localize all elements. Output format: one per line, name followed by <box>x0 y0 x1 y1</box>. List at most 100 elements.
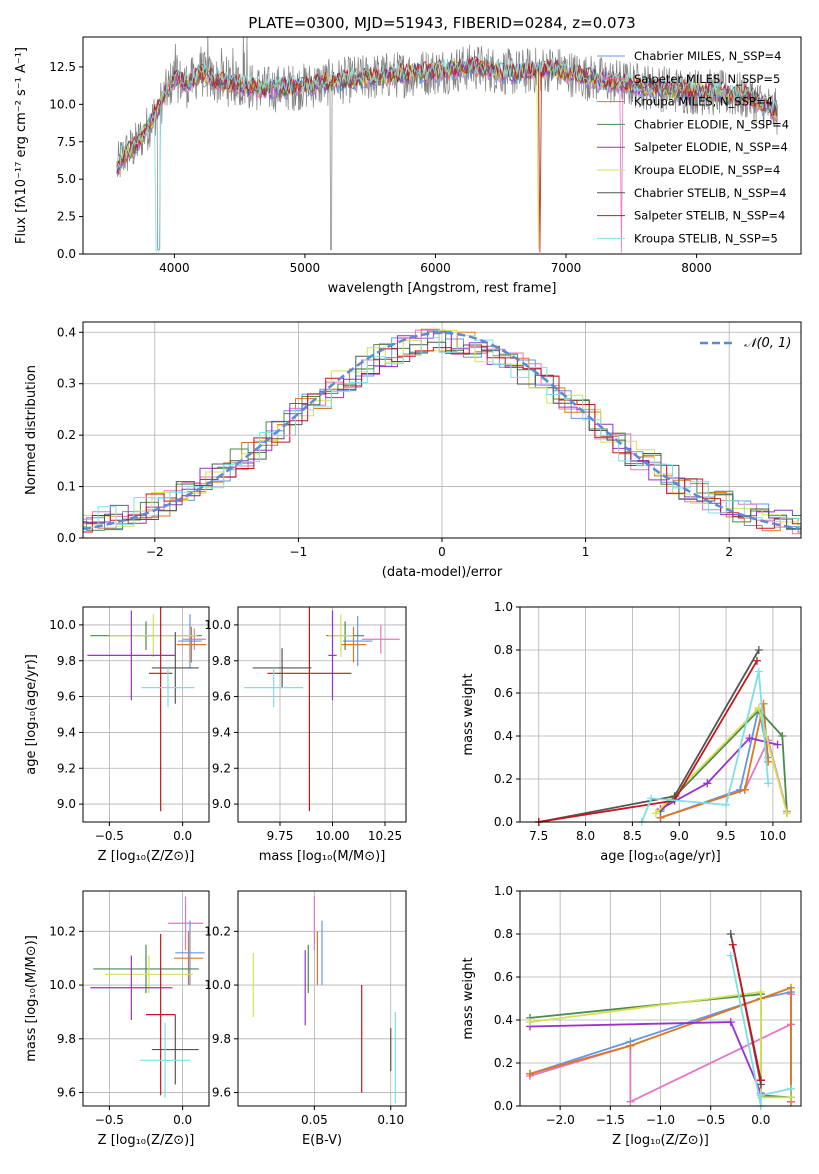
plot-frame <box>237 606 407 823</box>
massweight-line <box>660 737 778 810</box>
y-tick-label: 0.6 <box>494 686 513 700</box>
legend-label: Kroupa MILES, N_SSP=4 <box>634 95 773 109</box>
y-tick-label: 1.0 <box>494 884 513 898</box>
x-tick-label: 9.5 <box>717 829 736 843</box>
plus-marker <box>786 1093 795 1102</box>
y-tick-label: 9.6 <box>212 1086 231 1100</box>
plus-marker <box>782 809 791 818</box>
massweight-line <box>731 944 762 1081</box>
plus-marker <box>756 988 765 997</box>
residual-histogram <box>83 329 801 530</box>
x-tick-label: 7000 <box>551 261 582 275</box>
y-tick-label: 9.6 <box>57 690 76 704</box>
y-tick-label: 9.2 <box>212 761 231 775</box>
x-tick-label: 0.0 <box>173 1113 192 1127</box>
legend-label: 𝒩(0, 1) <box>744 336 791 351</box>
x-tick-label: −0.5 <box>95 829 124 843</box>
y-tick-label: 0.4 <box>57 325 76 339</box>
y-tick-label: 0.0 <box>57 247 76 261</box>
y-axis-label: mass weight <box>461 673 476 755</box>
spectrum-plot-area <box>116 37 778 253</box>
x-tick-label: 8.5 <box>623 829 642 843</box>
plus-marker <box>726 951 735 960</box>
x-tick-label: 0.0 <box>751 1113 770 1127</box>
y-tick-label: 0.4 <box>494 1013 513 1027</box>
legend-label: Chabrier ELODIE, N_SSP=4 <box>634 117 789 131</box>
x-axis-label: age [log₁₀(age/yr)] <box>600 849 721 864</box>
legend-label: Chabrier MILES, N_SSP=4 <box>634 49 781 63</box>
legend-label: Salpeter STELIB, N_SSP=4 <box>634 209 785 223</box>
plus-marker <box>728 940 737 949</box>
y-tick-label: 0.2 <box>57 428 76 442</box>
plus-marker <box>756 1091 765 1100</box>
y-tick-label: 2.5 <box>57 210 76 224</box>
plus-marker <box>703 779 712 788</box>
x-tick-label: 2 <box>725 545 733 559</box>
y-tick-label: 9.6 <box>212 690 231 704</box>
x-axis-label: (data-model)/error <box>382 565 503 580</box>
y-axis-label: mass weight <box>461 957 476 1039</box>
residual-histogram <box>83 328 801 533</box>
x-tick-label: 0.0 <box>173 829 192 843</box>
plus-marker <box>773 740 782 749</box>
x-tick-label: 0.05 <box>301 1113 328 1127</box>
plus-marker <box>754 667 763 676</box>
x-tick-label: −1 <box>290 545 308 559</box>
x-tick-label: 1 <box>582 545 590 559</box>
plot-frame <box>519 606 802 823</box>
plus-marker <box>526 1069 535 1078</box>
spectrum-title: PLATE=0300, MJD=51943, FIBERID=0284, z=0… <box>248 14 635 32</box>
plot-frame <box>82 606 210 823</box>
massweight-line <box>729 955 792 1107</box>
age-vs-mass-panel: 9.75 10.00 10.25 9.0 9.2 9.4 9.6 9.8 10.0 mass [l… <box>204 606 407 864</box>
residual-plot-area <box>83 328 801 535</box>
y-tick-label: 0.8 <box>494 643 513 657</box>
y-tick-label: 0.6 <box>494 970 513 984</box>
y-tick-label: 5.0 <box>57 172 76 186</box>
plus-marker <box>745 734 754 743</box>
plus-marker <box>726 930 735 938</box>
mass-vs-metallicity-panel: −0.5 0.0 9.6 9.8 10.0 10.2 Z [log₁₀(Z/Z⊙)] mass… <box>24 890 210 1148</box>
y-tick-label: 0.0 <box>494 815 513 829</box>
y-tick-label: 0.8 <box>494 927 513 941</box>
x-tick-label: −2.0 <box>546 1113 575 1127</box>
plus-marker <box>786 983 795 992</box>
x-tick-label: −0.5 <box>95 1113 124 1127</box>
x-axis-label: Z [log₁₀(Z/Z⊙)] <box>98 1133 195 1148</box>
plus-marker <box>764 779 773 788</box>
x-tick-label: −1.5 <box>596 1113 625 1127</box>
y-tick-label: 0.3 <box>57 377 76 391</box>
plus-marker <box>756 1076 765 1085</box>
massweight-line <box>659 708 788 814</box>
x-tick-label: 10.00 <box>315 829 349 843</box>
residual-histogram <box>83 331 801 531</box>
x-tick-label: 0.10 <box>377 1113 404 1127</box>
plus-marker <box>526 1018 535 1027</box>
y-tick-label: 0.0 <box>494 1099 513 1113</box>
errorbar-plot-area <box>87 607 207 812</box>
y-tick-label: 10.2 <box>49 924 76 938</box>
x-tick-label: 10.0 <box>760 829 787 843</box>
y-tick-label: 10.2 <box>204 924 231 938</box>
x-tick-label: 10.25 <box>368 829 402 843</box>
spectrum-panel: 4000 5000 6000 7000 8000 0.0 2.5 5.0 7.5 10.0 12.5… <box>14 36 802 296</box>
normal-reference-curve <box>83 331 801 531</box>
x-axis-label: E(B-V) <box>302 1133 342 1148</box>
x-tick-label: −1.0 <box>646 1113 675 1127</box>
plot-frame <box>82 36 802 255</box>
y-tick-label: 9.8 <box>212 654 231 668</box>
y-tick-label: 0.0 <box>57 531 76 545</box>
plus-marker <box>647 794 656 803</box>
age-vs-metallicity-panel: −0.5 0.0 9.0 9.2 9.4 9.6 9.8 10.0 Z [log₁₀(Z/Z⊙)… <box>24 606 210 864</box>
plus-marker <box>786 1084 795 1093</box>
y-tick-label: 10.0 <box>49 97 76 111</box>
residual-histogram <box>83 337 801 528</box>
x-tick-label: 7.5 <box>529 829 548 843</box>
y-tick-label: 0.4 <box>494 729 513 743</box>
y-tick-label: 9.8 <box>212 1032 231 1046</box>
x-axis-label: Z [log₁₀(Z/Z⊙)] <box>612 1133 709 1148</box>
y-axis-label: Flux [fλ10⁻¹⁷ erg cm⁻² s⁻¹ A⁻¹] <box>14 47 29 244</box>
plot-frame <box>237 890 407 1107</box>
massweight-vs-metallicity-panel: −2.0 −1.5 −1.0 −0.5 0.0 0.0 0.2 0.4 0.6 0.8 1.0 Z [… <box>461 884 802 1148</box>
line-plot-area <box>526 930 795 1110</box>
